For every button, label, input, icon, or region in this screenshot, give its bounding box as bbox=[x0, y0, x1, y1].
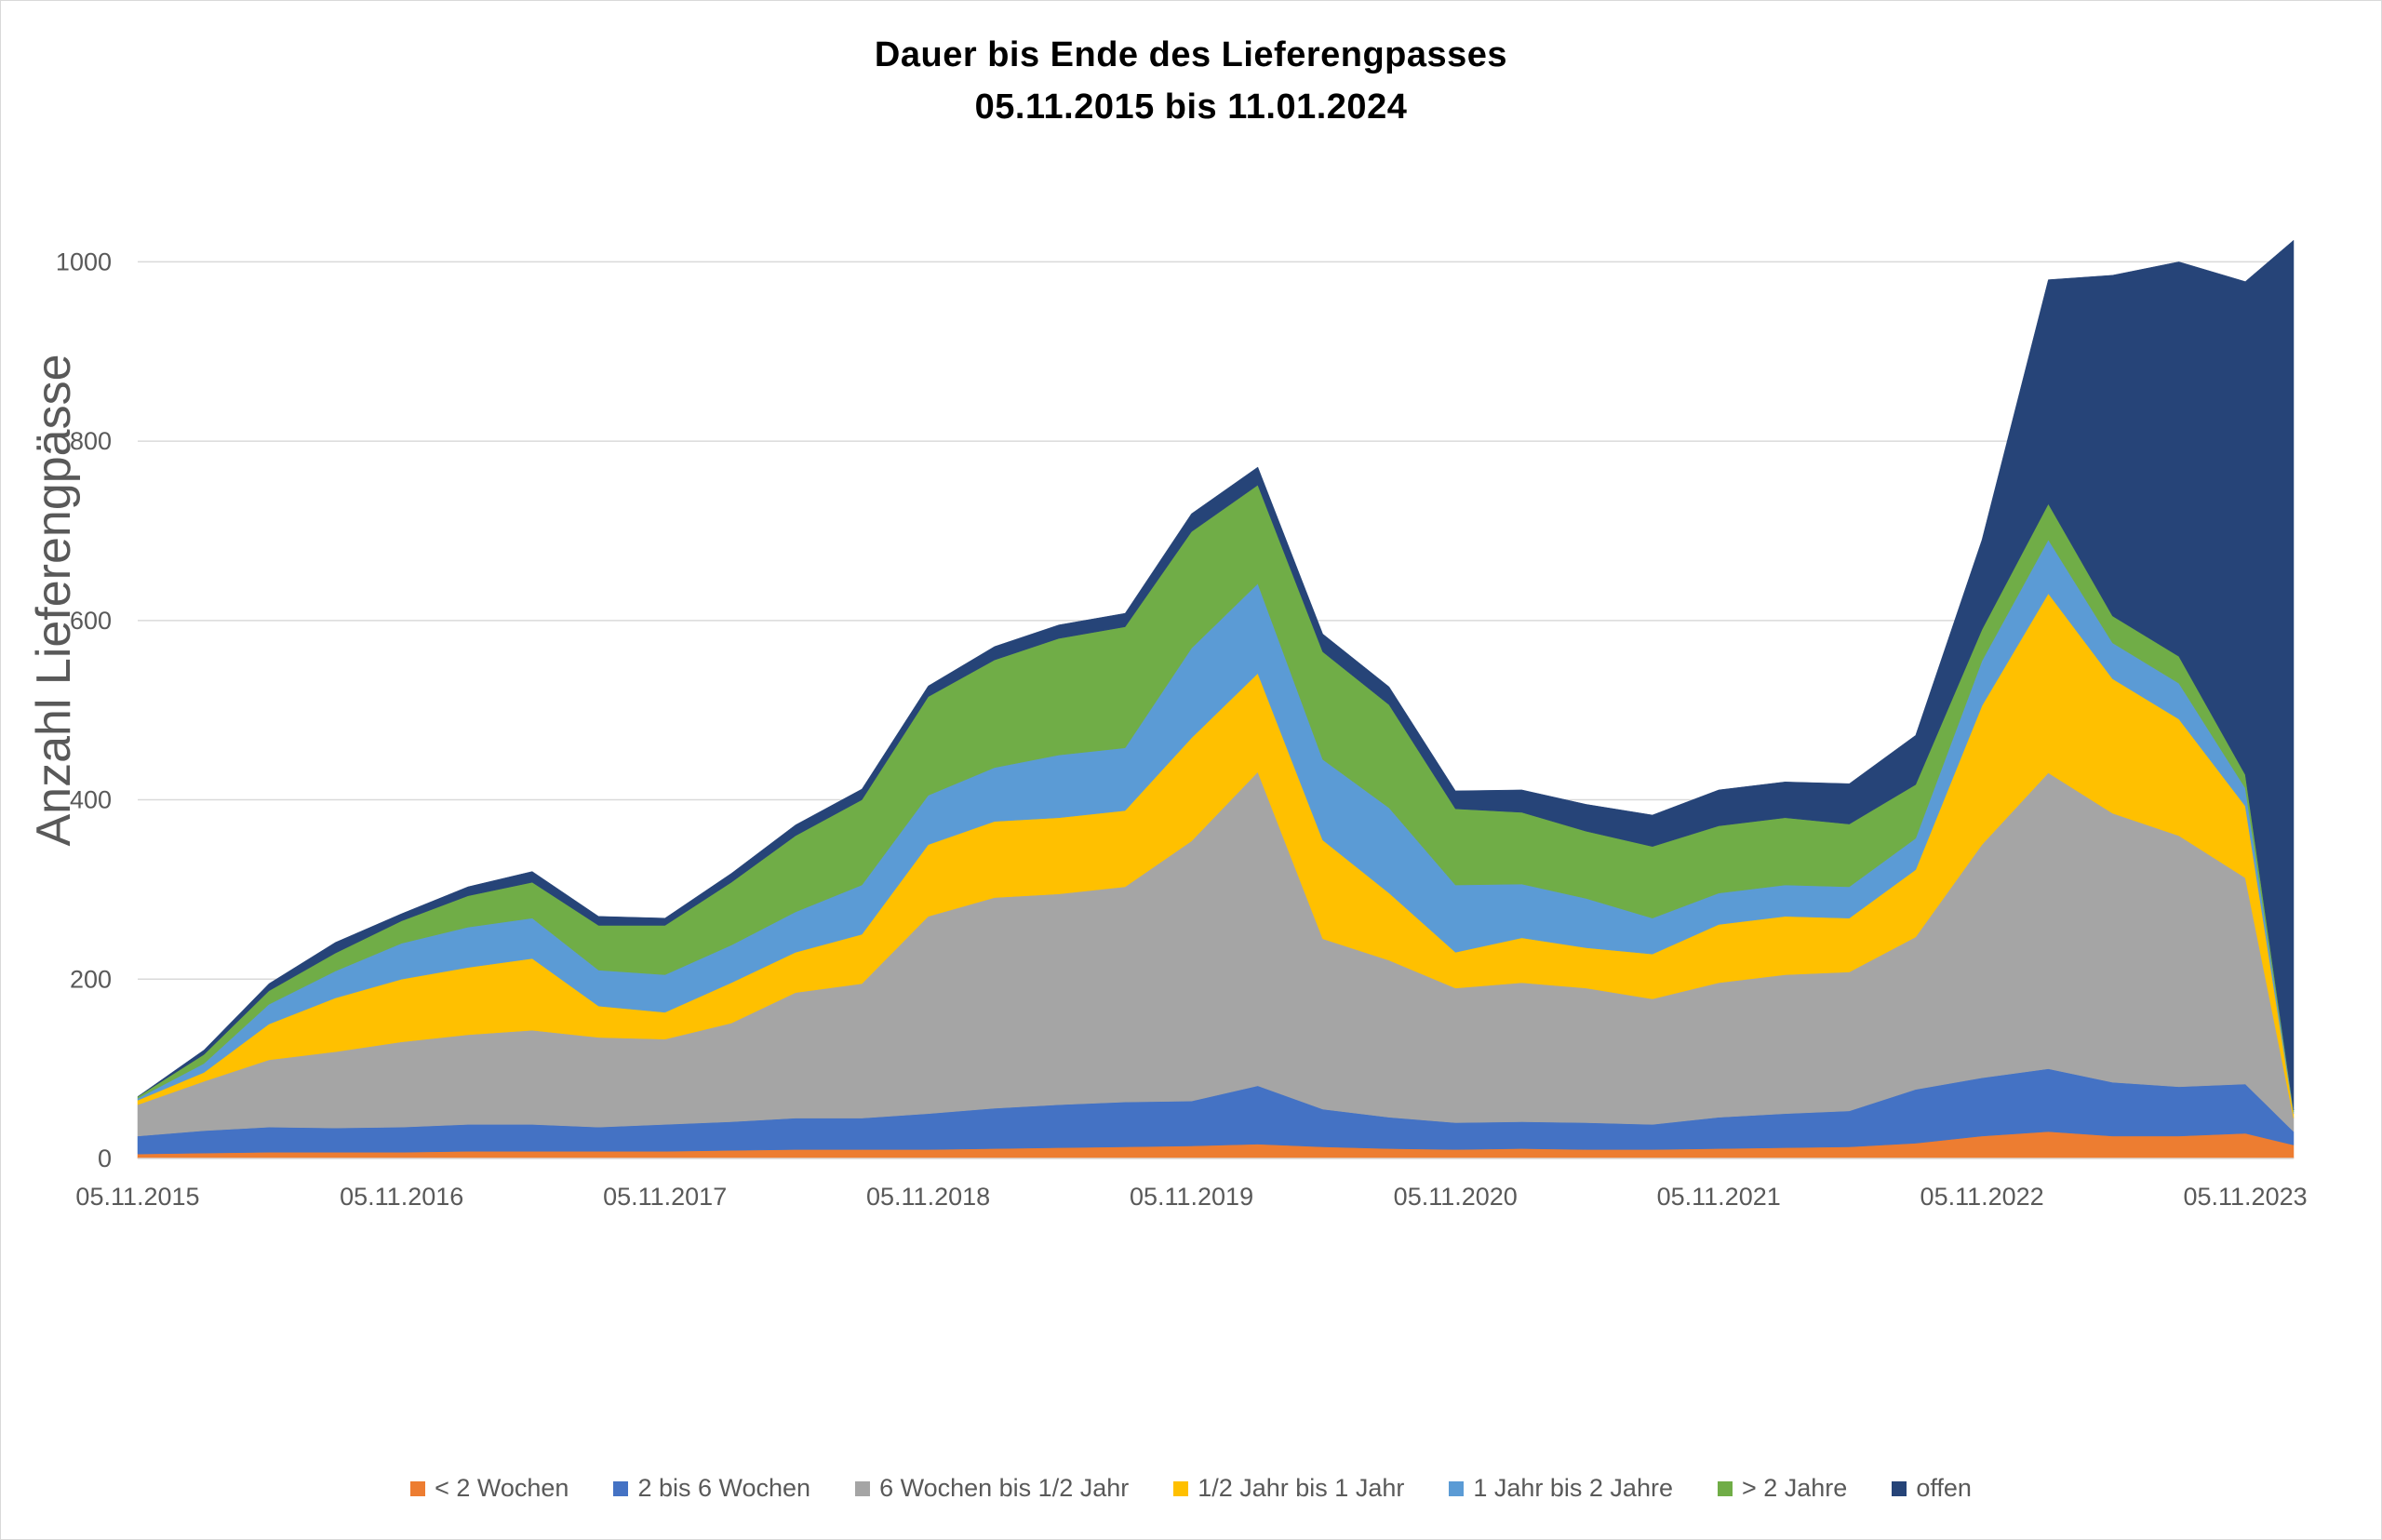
x-tick-label: 05.11.2017 bbox=[603, 1183, 727, 1211]
legend-label: 6 Wochen bis 1/2 Jahr bbox=[879, 1474, 1130, 1502]
legend-item: offen bbox=[1892, 1474, 1972, 1503]
y-tick-label: 800 bbox=[70, 427, 112, 455]
legend-item: 2 bis 6 Wochen bbox=[613, 1474, 810, 1503]
x-tick-label: 05.11.2021 bbox=[1657, 1183, 1781, 1211]
y-tick-label: 200 bbox=[70, 965, 112, 993]
chart-title: Dauer bis Ende des Lieferengpasses bbox=[874, 35, 1508, 74]
legend-label: offen bbox=[1916, 1474, 1972, 1502]
legend-label: 1/2 Jahr bis 1 Jahr bbox=[1198, 1474, 1405, 1502]
x-tick-label: 05.11.2022 bbox=[1920, 1183, 2044, 1211]
y-tick-label: 400 bbox=[70, 786, 112, 814]
x-tick-label: 05.11.2019 bbox=[1130, 1183, 1253, 1211]
x-tick-label: 05.11.2023 bbox=[2183, 1183, 2307, 1211]
legend-item: > 2 Jahre bbox=[1717, 1474, 1848, 1503]
legend-item: < 2 Wochen bbox=[410, 1474, 569, 1503]
legend-label: > 2 Jahre bbox=[1741, 1474, 1848, 1502]
legend-label: < 2 Wochen bbox=[435, 1474, 569, 1502]
chart-subtitle: 05.11.2015 bis 11.01.2024 bbox=[974, 87, 1408, 127]
y-axis-label-container: Anzahl Lieferengpässe bbox=[17, 312, 91, 889]
legend-label: 1 Jahr bis 2 Jahre bbox=[1473, 1474, 1673, 1502]
axes: 0 200 400 600 800 1000 05.11.2015 05.11.2016 05.… bbox=[56, 248, 2308, 1211]
y-tick-label: 600 bbox=[70, 607, 112, 635]
legend-item: 1 Jahr bis 2 Jahre bbox=[1449, 1474, 1673, 1503]
legend-swatch bbox=[410, 1480, 426, 1496]
y-tick-label: 0 bbox=[98, 1145, 112, 1172]
legend-swatch bbox=[613, 1480, 629, 1496]
y-axis-label: Anzahl Lieferengpässe bbox=[27, 354, 81, 847]
y-tick-label: 1000 bbox=[56, 248, 112, 275]
area-offen bbox=[137, 239, 2295, 1111]
legend-swatch bbox=[1449, 1480, 1465, 1496]
area-series bbox=[137, 239, 2295, 1159]
legend-item: 6 Wochen bis 1/2 Jahr bbox=[855, 1474, 1129, 1503]
legend-item: 1/2 Jahr bis 1 Jahr bbox=[1173, 1474, 1404, 1503]
x-tick-label: 05.11.2015 bbox=[75, 1183, 199, 1211]
x-tick-label: 05.11.2018 bbox=[866, 1183, 990, 1211]
legend-swatch bbox=[1173, 1480, 1189, 1496]
legend-swatch bbox=[855, 1480, 871, 1496]
legend: < 2 Wochen 2 bis 6 Wochen 6 Wochen bis 1/2… bbox=[0, 1474, 2382, 1503]
x-tick-label: 05.11.2020 bbox=[1394, 1183, 1518, 1211]
legend-swatch bbox=[1717, 1480, 1733, 1496]
legend-label: 2 bis 6 Wochen bbox=[637, 1474, 811, 1502]
x-tick-label: 05.11.2016 bbox=[340, 1183, 463, 1211]
legend-swatch bbox=[1892, 1480, 1907, 1496]
